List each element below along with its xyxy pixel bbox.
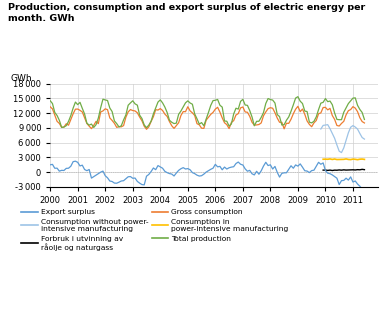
Legend: Export surplus, Consumption without power-
intensive manufacturing, Forbruk i ut: Export surplus, Consumption without powe… [21, 209, 289, 251]
Text: Production, consumption and export surplus of electric energy per
month. GWh: Production, consumption and export surpl… [8, 3, 365, 23]
Text: GWh: GWh [11, 74, 32, 83]
